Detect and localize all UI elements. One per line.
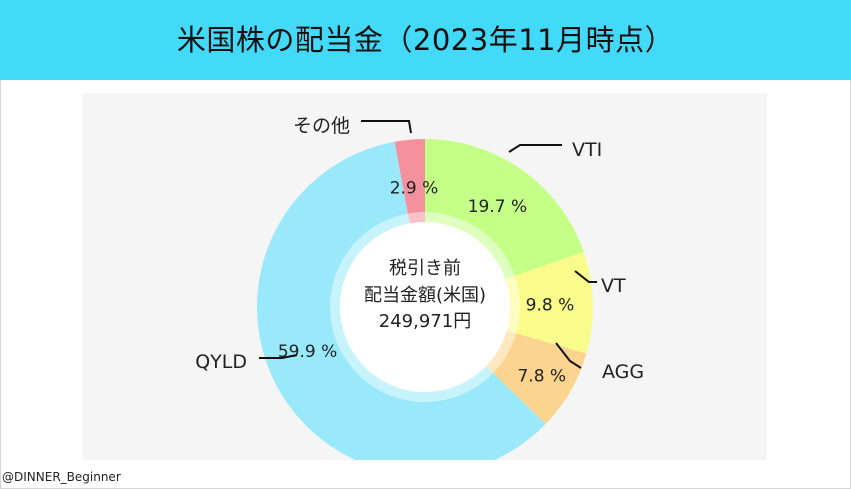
leader-line-qyld (259, 354, 298, 359)
leader-line-vti (508, 144, 562, 153)
data-label-vt: 9.8 % (526, 296, 575, 316)
slice-vt (505, 251, 593, 354)
category-label-vt: VT (601, 275, 626, 297)
leader-line-vt (574, 270, 597, 283)
credit-text: @DINNER_Beginner (2, 470, 121, 484)
center-label-line-1: 税引き前 (389, 258, 461, 279)
slice-other (394, 139, 425, 224)
category-label-other: その他 (293, 115, 350, 137)
leader-line-other (361, 120, 412, 134)
center-label-line-3: 249,971円 (379, 311, 471, 332)
leader-line-agg (555, 342, 582, 369)
slice-agg (485, 330, 587, 425)
data-label-qyld: 59.9 % (278, 342, 337, 362)
category-label-vti: VTI (572, 139, 602, 161)
data-label-agg: 7.8 % (517, 367, 566, 387)
chart-panel: 税引き前配当金額(米国) 249,971円 19.7 % 9.8 % 7.8 % 59.9… (83, 93, 767, 460)
slice-vti (425, 139, 584, 280)
title-bar (0, 0, 851, 80)
page-title: 米国株の配当金（2023年11月時点） (176, 23, 675, 57)
slice-qyld (257, 141, 546, 460)
data-label-vti: 19.7 % (468, 197, 527, 217)
center-hole (340, 222, 510, 392)
data-label-other: 2.9 % (390, 179, 439, 199)
category-label-qyld: QYLD (195, 351, 247, 373)
category-label-agg: AGG (602, 361, 644, 383)
center-label-line-2: 配当金額(米国) (364, 285, 486, 306)
